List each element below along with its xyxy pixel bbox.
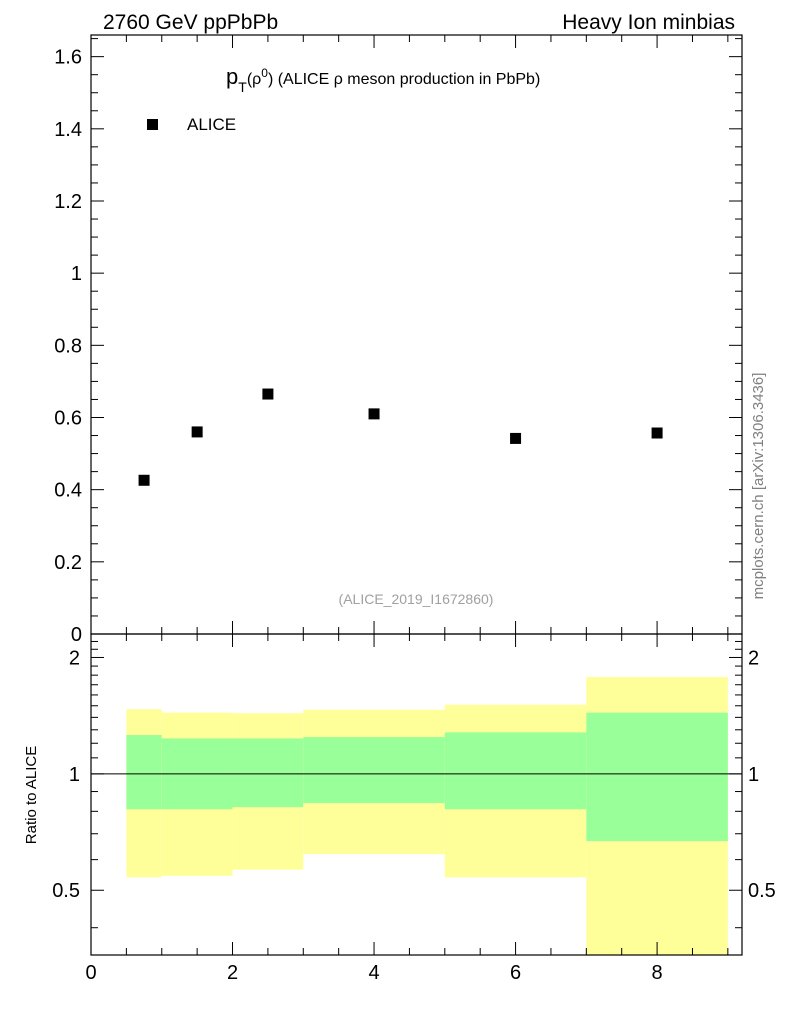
main-y-tick-label: 1.4 bbox=[54, 119, 82, 141]
header-right: Heavy Ion minbias bbox=[562, 11, 735, 34]
main-y-tick-label: 0.8 bbox=[54, 335, 82, 357]
ratio-ylabel: Ratio to ALICE bbox=[23, 746, 40, 844]
ratio-y-tick-label-right: 1 bbox=[748, 764, 759, 786]
legend-marker-alice bbox=[147, 119, 158, 130]
main-y-tick-label: 1.2 bbox=[54, 191, 82, 213]
data-point bbox=[651, 427, 663, 439]
main-y-tick-label: 0.6 bbox=[54, 407, 82, 429]
header-left: 2760 GeV ppPbPb bbox=[103, 11, 278, 34]
legend-label-alice: ALICE bbox=[187, 115, 236, 134]
x-tick-label: 2 bbox=[227, 962, 238, 984]
ratio-band-inner bbox=[303, 737, 445, 804]
analysis-tag: (ALICE_2019_I1672860) bbox=[339, 591, 494, 607]
main-plot-marks bbox=[138, 388, 663, 486]
x-tick-label: 4 bbox=[368, 962, 379, 984]
main-y-tick-label: 1 bbox=[71, 263, 82, 285]
x-tick-label: 0 bbox=[85, 962, 96, 984]
ratio-y-tick-label: 2 bbox=[69, 647, 80, 669]
data-point bbox=[191, 426, 203, 438]
ratio-band-inner bbox=[126, 735, 162, 810]
ratio-y-tick-label-right: 0.5 bbox=[748, 880, 776, 902]
data-point bbox=[368, 408, 380, 420]
main-y-tick-label: 0.2 bbox=[54, 552, 82, 574]
ratio-plot-frame bbox=[90, 633, 743, 956]
ratio-band-inner bbox=[232, 738, 304, 808]
x-tick-label: 8 bbox=[652, 962, 663, 984]
main-plot-title: pT(ρ0) (ALICE ρ meson production in PbPb… bbox=[226, 64, 540, 95]
ratio-y-tick-label: 0.5 bbox=[52, 880, 80, 902]
data-point bbox=[510, 432, 522, 444]
data-point bbox=[262, 388, 274, 400]
x-tick-label: 6 bbox=[510, 962, 521, 984]
ratio-band-inner bbox=[444, 732, 587, 810]
side-label: mcplots.cern.ch [arXiv:1306.3436] bbox=[750, 373, 767, 600]
data-point bbox=[138, 474, 150, 486]
ratio-y-tick-label: 1 bbox=[69, 764, 80, 786]
main-y-tick-label: 1.6 bbox=[54, 47, 82, 69]
main-y-tick-label: 0 bbox=[71, 624, 82, 646]
main-y-tick-label: 0.4 bbox=[54, 480, 82, 502]
ratio-band-inner bbox=[586, 712, 728, 842]
ratio-y-tick-label-right: 2 bbox=[748, 647, 759, 669]
ratio-plot-marks bbox=[91, 677, 742, 955]
